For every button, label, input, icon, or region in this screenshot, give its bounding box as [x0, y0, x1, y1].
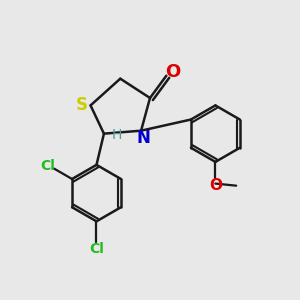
Text: O: O	[209, 178, 222, 193]
Text: Cl: Cl	[89, 242, 104, 256]
Text: N: N	[136, 129, 150, 147]
Text: O: O	[165, 63, 181, 81]
Text: S: S	[76, 96, 88, 114]
Text: H: H	[111, 128, 122, 142]
Text: Cl: Cl	[40, 159, 55, 172]
